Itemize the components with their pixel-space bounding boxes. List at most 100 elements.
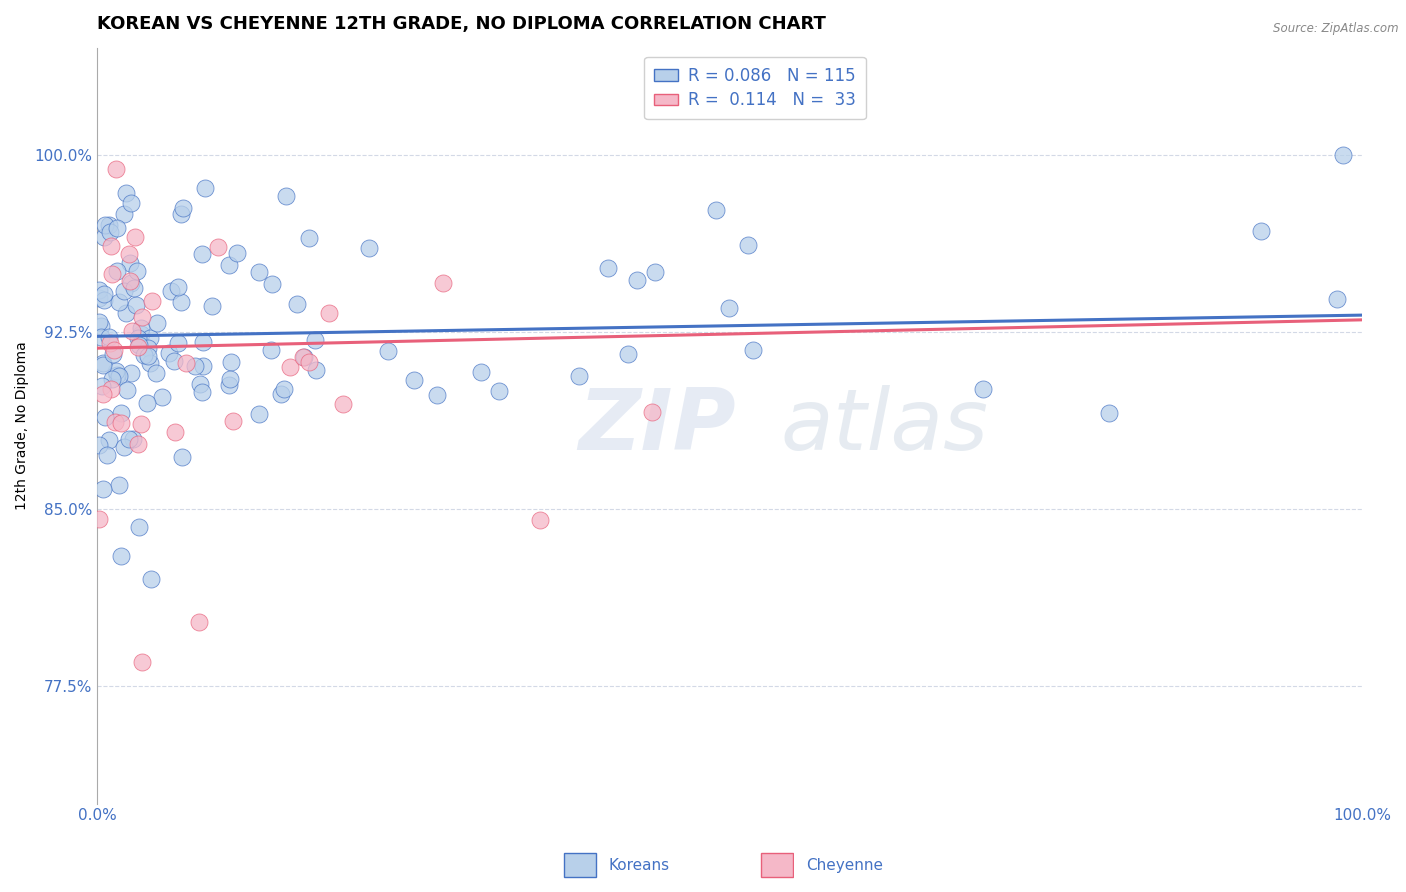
Point bbox=[98, 336, 121, 351]
Point bbox=[626, 272, 648, 286]
Point bbox=[108, 478, 131, 492]
Point bbox=[218, 258, 240, 272]
Point bbox=[172, 201, 194, 215]
Point bbox=[87, 283, 110, 297]
Point bbox=[568, 369, 591, 384]
Point bbox=[167, 280, 190, 294]
Point bbox=[183, 359, 205, 373]
Point bbox=[98, 330, 121, 344]
Text: KOREAN VS CHEYENNE 12TH GRADE, NO DIPLOMA CORRELATION CHART: KOREAN VS CHEYENNE 12TH GRADE, NO DIPLOM… bbox=[97, 15, 827, 33]
Point bbox=[101, 267, 124, 281]
Point bbox=[101, 347, 124, 361]
Point bbox=[1098, 406, 1121, 420]
FancyBboxPatch shape bbox=[761, 853, 793, 878]
Point bbox=[285, 297, 308, 311]
Point bbox=[110, 549, 132, 563]
Point bbox=[93, 230, 115, 244]
Point bbox=[432, 277, 454, 291]
Point bbox=[163, 354, 186, 368]
Point bbox=[704, 202, 727, 217]
Point bbox=[222, 414, 245, 428]
Point bbox=[127, 264, 149, 278]
Point bbox=[167, 335, 190, 350]
Point bbox=[139, 331, 162, 345]
Point bbox=[644, 264, 666, 278]
Point bbox=[131, 655, 153, 669]
Point bbox=[247, 407, 270, 421]
Point bbox=[304, 333, 326, 347]
Point bbox=[93, 219, 115, 233]
Point bbox=[87, 315, 110, 329]
Point bbox=[105, 221, 128, 235]
Point bbox=[292, 350, 315, 364]
Point bbox=[110, 416, 132, 430]
Point bbox=[90, 319, 112, 334]
Point bbox=[98, 219, 121, 233]
Point bbox=[262, 277, 284, 291]
Point bbox=[304, 362, 326, 376]
Point bbox=[115, 384, 138, 398]
Point bbox=[120, 277, 142, 291]
Y-axis label: 12th Grade, No Diploma: 12th Grade, No Diploma bbox=[15, 342, 30, 510]
Point bbox=[298, 355, 321, 369]
Point bbox=[247, 265, 270, 279]
Point bbox=[91, 386, 114, 401]
Point bbox=[194, 180, 217, 194]
Point bbox=[718, 301, 741, 315]
Text: atlas: atlas bbox=[780, 384, 988, 467]
Point bbox=[138, 341, 160, 355]
Point bbox=[742, 343, 765, 357]
Point bbox=[107, 295, 129, 310]
Point bbox=[105, 161, 128, 176]
Point bbox=[737, 238, 759, 252]
Point bbox=[89, 512, 111, 526]
Point bbox=[127, 437, 149, 451]
Text: Source: ZipAtlas.com: Source: ZipAtlas.com bbox=[1274, 22, 1399, 36]
Point bbox=[207, 240, 229, 254]
Point bbox=[118, 256, 141, 270]
Point bbox=[201, 299, 224, 313]
Point bbox=[141, 294, 163, 309]
Point bbox=[120, 196, 142, 211]
Point bbox=[280, 360, 302, 375]
Point bbox=[90, 330, 112, 344]
Point bbox=[122, 433, 145, 447]
Point bbox=[426, 388, 449, 402]
Point bbox=[145, 366, 167, 380]
Point bbox=[225, 246, 247, 260]
Point bbox=[191, 359, 214, 374]
Point bbox=[141, 573, 163, 587]
Text: Koreans: Koreans bbox=[609, 858, 669, 872]
Point bbox=[115, 305, 138, 319]
Point bbox=[110, 406, 132, 420]
Point bbox=[112, 284, 135, 298]
Point bbox=[1326, 292, 1348, 306]
Legend: R = 0.086   N = 115, R =  0.114   N =  33: R = 0.086 N = 115, R = 0.114 N = 33 bbox=[644, 57, 866, 120]
Point bbox=[219, 354, 242, 368]
Point bbox=[101, 372, 124, 386]
Point bbox=[318, 306, 340, 320]
Point bbox=[157, 346, 180, 360]
Point bbox=[641, 404, 664, 418]
Point bbox=[596, 260, 619, 275]
Point bbox=[103, 343, 125, 357]
Point bbox=[131, 310, 153, 324]
Point bbox=[219, 372, 242, 386]
Point bbox=[136, 349, 159, 363]
Point bbox=[488, 384, 510, 398]
Point bbox=[128, 520, 150, 534]
Point bbox=[132, 349, 155, 363]
Point bbox=[127, 340, 149, 354]
Point bbox=[104, 364, 127, 378]
Point bbox=[1250, 224, 1272, 238]
Point bbox=[112, 440, 135, 454]
Point bbox=[402, 373, 425, 387]
Point bbox=[292, 350, 315, 364]
Point bbox=[1331, 147, 1354, 161]
Text: Cheyenne: Cheyenne bbox=[806, 858, 883, 872]
Point bbox=[115, 186, 138, 200]
Point bbox=[91, 482, 114, 496]
Point bbox=[125, 298, 148, 312]
Point bbox=[274, 189, 297, 203]
Point bbox=[105, 263, 128, 277]
